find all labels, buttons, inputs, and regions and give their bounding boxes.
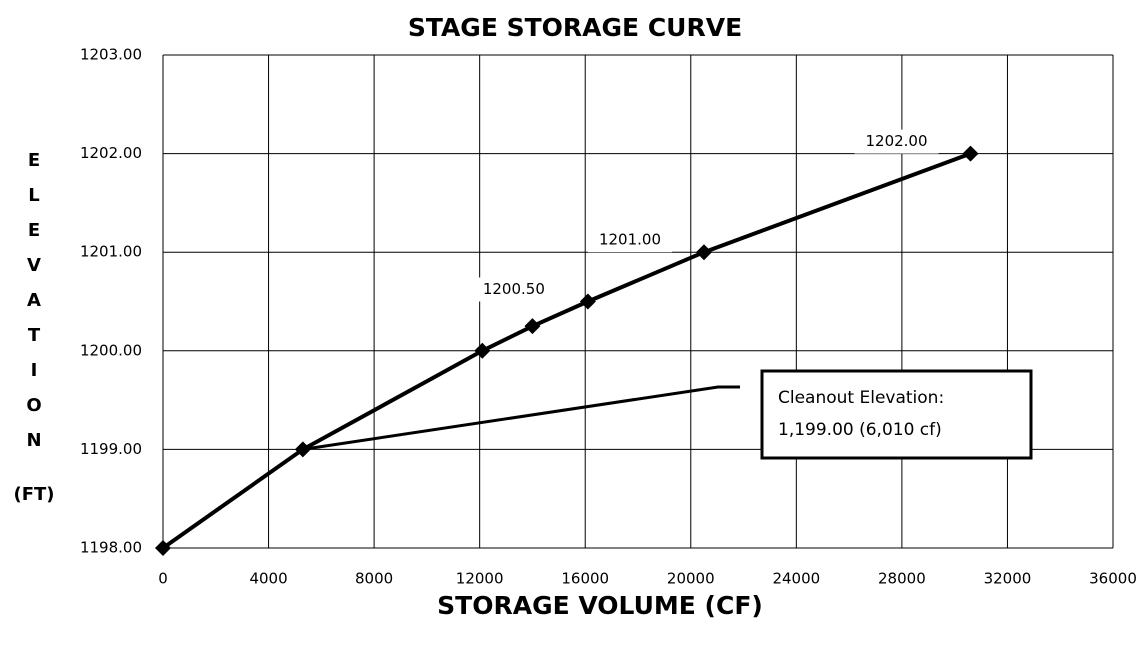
marker <box>524 318 541 335</box>
data-label: 1201.00 <box>599 231 661 249</box>
data-label-bg <box>854 129 939 154</box>
y-tick-label: 1199.00 <box>80 440 142 458</box>
x-tick-label: 32000 <box>984 570 1032 588</box>
y-axis-unit: (FT) <box>13 484 54 505</box>
marker <box>962 145 979 162</box>
y-tick-label: 1202.00 <box>80 144 142 162</box>
annotation-box <box>760 369 1033 460</box>
marker <box>474 342 491 359</box>
y-tick-label: 1201.00 <box>80 243 142 261</box>
x-tick-label: 4000 <box>249 570 287 588</box>
annotation-text: 1,199.00 (6,010 cf) <box>778 420 942 440</box>
marker <box>294 441 311 458</box>
y-axis-label: ELEVATION <box>24 150 45 465</box>
data-label: 1200.50 <box>483 280 545 298</box>
y-tick-label: 1203.00 <box>80 46 142 64</box>
annotation-text: Cleanout Elevation: <box>778 388 944 408</box>
chart-title: STAGE STORAGE CURVE <box>408 13 742 42</box>
x-tick-label: 36000 <box>1089 570 1137 588</box>
x-tick-label: 28000 <box>878 570 926 588</box>
data-label: 1202.00 <box>865 132 927 150</box>
y-tick-label: 1198.00 <box>80 539 142 557</box>
x-tick-label: 16000 <box>561 570 609 588</box>
x-tick-label: 8000 <box>355 570 393 588</box>
marker <box>155 540 171 556</box>
marker <box>579 293 596 310</box>
data-label-bg <box>587 228 672 253</box>
annotation-leader <box>302 385 740 451</box>
y-tick-label: 1200.00 <box>80 341 142 359</box>
x-tick-label: 0 <box>158 570 168 588</box>
x-axis-label: STORAGE VOLUME (CF) <box>437 591 763 620</box>
x-tick-label: 12000 <box>456 570 504 588</box>
x-tick-label: 20000 <box>667 570 715 588</box>
data-label-bg <box>471 277 556 302</box>
x-tick-label: 24000 <box>772 570 820 588</box>
marker <box>695 244 712 261</box>
